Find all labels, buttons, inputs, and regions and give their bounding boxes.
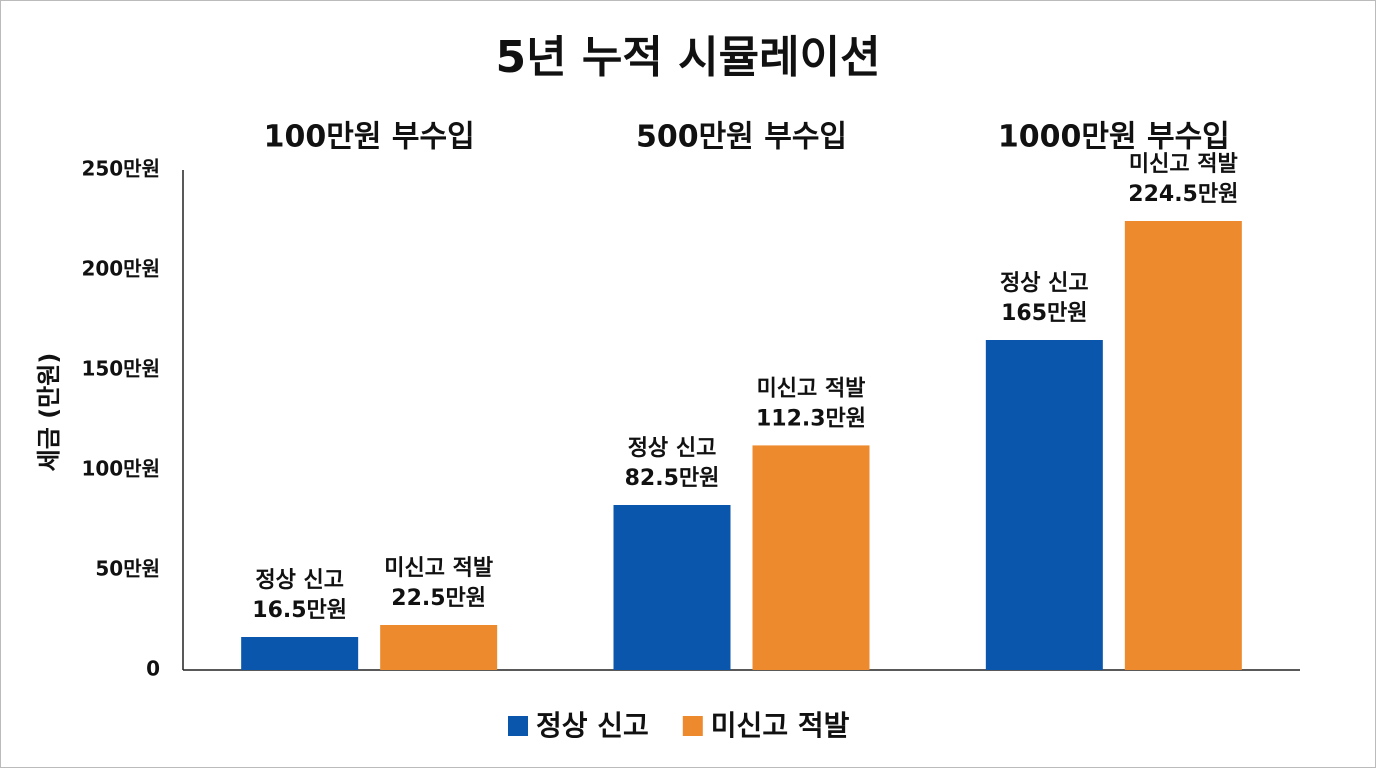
bar — [752, 445, 870, 670]
data-label-series: 미신고 적발 — [1129, 152, 1238, 177]
y-tick-label: 50만원 — [95, 557, 160, 581]
data-label-series: 미신고 적발 — [757, 376, 866, 401]
chart-title: 5년 누적 시뮬레이션 — [495, 32, 880, 83]
bar — [380, 625, 498, 670]
data-label: 16.5만원 — [252, 598, 347, 623]
y-tick-label: 0 — [146, 657, 160, 681]
bar — [613, 505, 731, 670]
y-axis-label: 세금 (만원) — [35, 353, 63, 472]
data-label: 22.5만원 — [391, 586, 486, 611]
bar — [1124, 221, 1242, 670]
y-tick-label: 200만원 — [81, 257, 160, 281]
data-label: 224.5만원 — [1128, 182, 1238, 207]
category-label: 1000만원 부수입 — [998, 120, 1230, 155]
y-tick-label: 100만원 — [81, 457, 160, 481]
data-label: 82.5만원 — [625, 466, 720, 491]
category-label: 100만원 부수입 — [264, 120, 475, 155]
legend-label: 미신고 적발 — [711, 709, 850, 742]
bar — [241, 637, 359, 670]
bar — [985, 340, 1103, 670]
legend-swatch — [682, 716, 703, 736]
data-label: 165만원 — [1001, 301, 1087, 326]
data-label-series: 정상 신고 — [1000, 271, 1089, 296]
y-tick-label: 150만원 — [81, 357, 160, 381]
y-tick-label: 250만원 — [81, 157, 160, 181]
data-label-series: 정상 신고 — [628, 436, 717, 461]
category-label: 500만원 부수입 — [636, 120, 847, 155]
data-label-series: 정상 신고 — [255, 568, 344, 593]
legend-swatch — [508, 716, 528, 736]
legend-label: 정상 신고 — [536, 709, 649, 742]
data-label: 112.3만원 — [756, 406, 866, 431]
data-label-series: 미신고 적발 — [384, 556, 493, 581]
